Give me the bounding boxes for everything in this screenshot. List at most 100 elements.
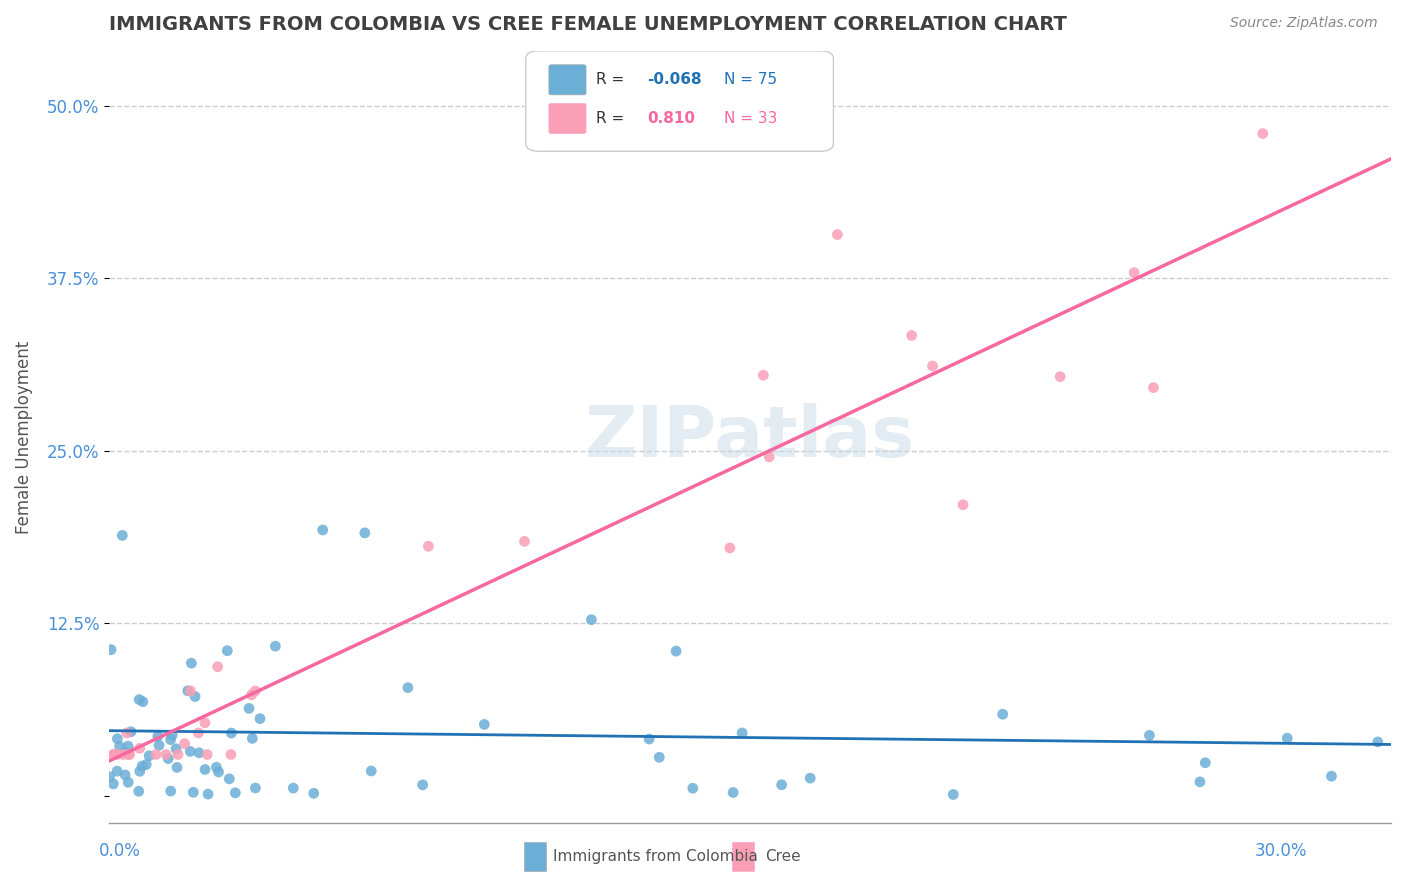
Point	[665, 644, 688, 658]
Point	[188, 746, 211, 760]
Point	[418, 539, 440, 553]
Point	[111, 528, 134, 542]
Point	[942, 788, 965, 802]
Point	[100, 642, 122, 657]
Point	[105, 747, 128, 762]
Point	[217, 643, 239, 657]
Point	[128, 784, 150, 798]
Point	[131, 759, 153, 773]
Point	[245, 684, 267, 698]
Point	[224, 786, 246, 800]
Point	[166, 760, 188, 774]
Text: IMMIGRANTS FROM COLOMBIA VS CREE FEMALE UNEMPLOYMENT CORRELATION CHART: IMMIGRANTS FROM COLOMBIA VS CREE FEMALE …	[110, 15, 1067, 34]
Point	[412, 778, 434, 792]
Point	[721, 785, 744, 799]
Point	[135, 757, 157, 772]
Point	[155, 747, 177, 762]
Point	[827, 227, 849, 242]
Point	[179, 684, 201, 698]
FancyBboxPatch shape	[548, 103, 586, 134]
Point	[1251, 127, 1274, 141]
Point	[180, 656, 202, 670]
Point	[353, 525, 375, 540]
Point	[648, 750, 671, 764]
Text: Immigrants from Colombia: Immigrants from Colombia	[553, 849, 758, 863]
Text: N = 75: N = 75	[724, 72, 778, 87]
Point	[638, 731, 661, 746]
Point	[240, 731, 263, 746]
Point	[360, 764, 382, 778]
Point	[105, 731, 128, 746]
Point	[207, 764, 229, 779]
Point	[731, 726, 754, 740]
Point	[187, 726, 209, 740]
Point	[162, 728, 184, 742]
Point	[396, 681, 419, 695]
Text: N = 33: N = 33	[724, 111, 778, 126]
Point	[952, 498, 974, 512]
Point	[118, 747, 141, 762]
Text: 0.0%: 0.0%	[98, 842, 141, 860]
Point	[108, 739, 131, 754]
Point	[115, 726, 138, 740]
Point	[194, 715, 217, 730]
Point	[159, 732, 181, 747]
Point	[145, 747, 167, 762]
Point	[949, 844, 972, 858]
Text: R =: R =	[596, 72, 630, 87]
Point	[245, 780, 267, 795]
Point	[693, 830, 716, 845]
Point	[117, 775, 139, 789]
Point	[207, 659, 229, 673]
Text: 30.0%: 30.0%	[1256, 842, 1308, 860]
Point	[165, 741, 187, 756]
Point	[138, 748, 160, 763]
Point	[103, 747, 125, 762]
Point	[120, 724, 142, 739]
Text: -0.068: -0.068	[648, 72, 702, 87]
Point	[1049, 369, 1071, 384]
Point	[758, 450, 780, 464]
Point	[1123, 266, 1146, 280]
Point	[157, 751, 180, 765]
Point	[682, 781, 704, 796]
Point	[103, 747, 125, 762]
Point	[112, 747, 135, 762]
Point	[238, 701, 260, 715]
Point	[921, 359, 943, 373]
Point	[581, 613, 603, 627]
Point	[354, 844, 377, 858]
FancyBboxPatch shape	[548, 65, 586, 95]
Bar	[524, 842, 546, 871]
Point	[132, 695, 155, 709]
Point	[183, 785, 205, 799]
Point	[472, 717, 495, 731]
Point	[752, 368, 775, 383]
Point	[770, 778, 793, 792]
Point	[177, 683, 200, 698]
Point	[148, 739, 170, 753]
Point	[197, 787, 219, 801]
Point	[167, 747, 190, 762]
FancyBboxPatch shape	[526, 51, 834, 152]
Point	[249, 712, 271, 726]
Point	[103, 777, 125, 791]
Point	[1194, 756, 1216, 770]
Point	[128, 741, 150, 756]
Point	[900, 328, 922, 343]
Point	[240, 688, 263, 702]
Point	[1367, 735, 1389, 749]
Point	[114, 768, 136, 782]
Point	[1142, 381, 1164, 395]
Point	[219, 747, 242, 762]
Point	[718, 541, 741, 555]
Point	[264, 639, 287, 653]
Point	[194, 763, 217, 777]
Point	[159, 784, 181, 798]
Point	[205, 760, 228, 774]
Point	[173, 737, 195, 751]
Point	[513, 534, 536, 549]
Point	[184, 690, 207, 704]
Point	[179, 744, 201, 758]
Text: 0.810: 0.810	[648, 111, 696, 126]
